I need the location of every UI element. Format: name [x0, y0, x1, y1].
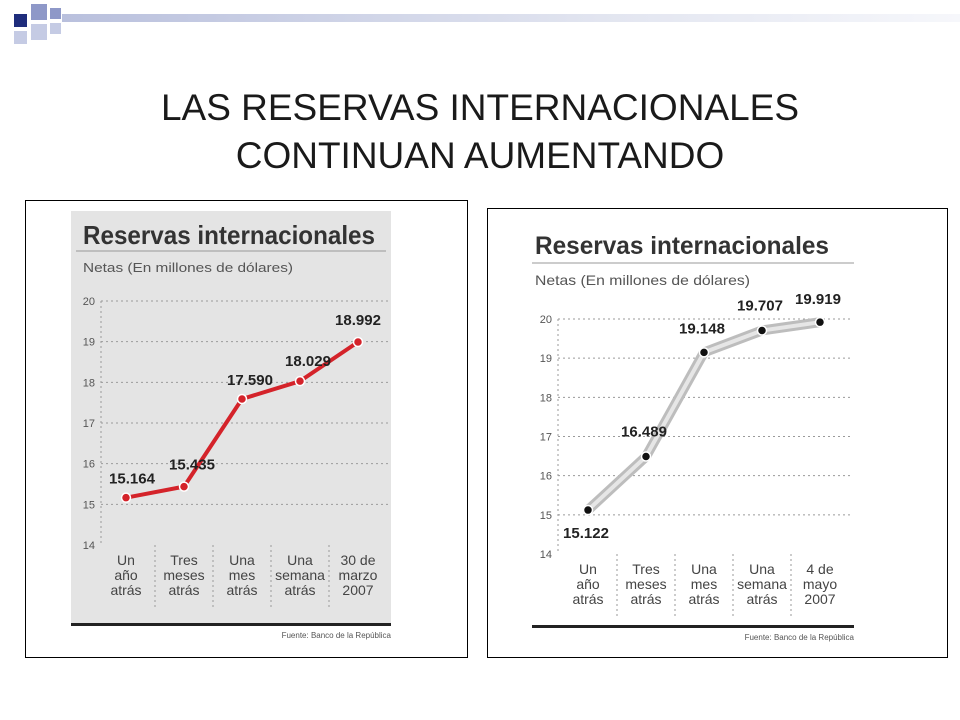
- x-category-label: meses: [163, 567, 204, 583]
- x-category-label: atrás: [168, 582, 199, 598]
- y-tick-label: 15: [83, 499, 95, 511]
- corner-square-dark: [14, 14, 27, 27]
- x-category-label: mayo: [803, 576, 837, 592]
- data-label: 19.707: [737, 297, 783, 314]
- chart-title: Reservas internacionales: [535, 232, 829, 260]
- y-tick-label: 15: [540, 510, 552, 522]
- y-tick-label: 18: [83, 377, 95, 389]
- y-tick-label: 19: [83, 337, 95, 349]
- data-label: 15.164: [109, 471, 156, 488]
- x-category-label: atrás: [688, 591, 719, 607]
- y-tick-label: 16: [83, 459, 95, 471]
- chart-title: Reservas internacionales: [83, 220, 375, 250]
- x-category-label: atrás: [746, 591, 777, 607]
- header-rule: [62, 14, 960, 22]
- data-label: 15.122: [563, 525, 609, 542]
- data-label: 15.435: [169, 457, 215, 474]
- data-label: 18.029: [285, 353, 331, 370]
- data-point: [120, 492, 132, 503]
- x-category-label: año: [576, 576, 600, 592]
- x-category-label: año: [114, 567, 138, 583]
- slide-title-line-1: LAS RESERVAS INTERNACIONALES: [160, 87, 800, 128]
- x-category-label: mes: [229, 567, 255, 583]
- data-label: 17.590: [227, 372, 273, 389]
- footer-rule: [71, 623, 391, 626]
- source-note: Fuente: Banco de la República: [282, 631, 392, 640]
- x-category-label: Un: [579, 561, 597, 577]
- corner-square-light: [31, 24, 47, 40]
- data-label: 18.992: [335, 312, 381, 329]
- x-category-label: Un: [117, 552, 135, 568]
- y-tick-label: 14: [540, 549, 552, 561]
- chart-background: [528, 223, 856, 633]
- data-point: [178, 481, 190, 492]
- x-category-label: Tres: [632, 561, 659, 577]
- data-point: [814, 316, 826, 328]
- data-point: [294, 375, 306, 387]
- y-tick-label: 19: [540, 353, 552, 365]
- data-point: [236, 393, 248, 405]
- x-category-label: semana: [275, 567, 325, 583]
- chart-subtitle: Netas (En millones de dólares): [535, 272, 750, 288]
- chart-panel-left: Reservas internacionales Netas (En millon…: [25, 200, 468, 658]
- x-category-label: 4 de: [806, 561, 833, 577]
- x-category-label: atrás: [110, 582, 141, 598]
- data-point: [582, 504, 594, 516]
- slide-title-line-2: CONTINUAN AUMENTANDO: [235, 135, 725, 176]
- corner-square-mid: [31, 4, 47, 20]
- x-category-label: mes: [691, 576, 717, 592]
- x-category-label: Una: [287, 552, 313, 568]
- data-point: [756, 325, 768, 336]
- data-point: [352, 336, 364, 348]
- y-tick-label: 18: [540, 392, 552, 404]
- x-category-label: Una: [229, 552, 255, 568]
- x-category-label: 30 de: [340, 552, 375, 568]
- x-category-label: 2007: [342, 582, 373, 598]
- data-point: [698, 347, 710, 358]
- y-tick-label: 20: [83, 296, 95, 308]
- chart-left: Reservas internacionales Netas (En millon…: [71, 211, 392, 640]
- x-category-label: atrás: [284, 582, 315, 598]
- footer-rule: [532, 625, 854, 628]
- y-tick-label: 14: [83, 540, 95, 552]
- chart-panel-right: Reservas internacionales Netas (En millon…: [487, 208, 948, 658]
- slide-title: LAS RESERVAS INTERNACIONALES CONTINUAN A…: [0, 84, 960, 180]
- x-category-label: semana: [737, 576, 787, 592]
- corner-square-mid-2: [50, 8, 61, 19]
- data-point: [640, 451, 652, 462]
- x-category-label: 2007: [804, 591, 835, 607]
- x-category-label: marzo: [339, 567, 378, 583]
- x-category-label: atrás: [630, 591, 661, 607]
- x-category-label: Tres: [170, 552, 197, 568]
- y-tick-label: 17: [83, 418, 95, 430]
- x-category-label: Una: [749, 561, 775, 577]
- x-category-label: Una: [691, 561, 717, 577]
- y-tick-label: 20: [540, 314, 552, 326]
- chart-subtitle: Netas (En millones de dólares): [83, 260, 293, 275]
- corner-square-light-3: [50, 23, 61, 34]
- x-category-label: atrás: [572, 591, 603, 607]
- source-note: Fuente: Banco de la República: [745, 633, 855, 642]
- data-label: 19.148: [679, 320, 725, 337]
- data-label: 19.919: [795, 291, 841, 308]
- data-label: 16.489: [621, 424, 667, 441]
- corner-square-light-2: [14, 31, 27, 44]
- y-tick-label: 17: [540, 432, 552, 444]
- x-category-label: atrás: [226, 582, 257, 598]
- y-tick-label: 16: [540, 471, 552, 483]
- chart-right: Reservas internacionales Netas (En millon…: [528, 223, 856, 642]
- x-category-label: meses: [625, 576, 666, 592]
